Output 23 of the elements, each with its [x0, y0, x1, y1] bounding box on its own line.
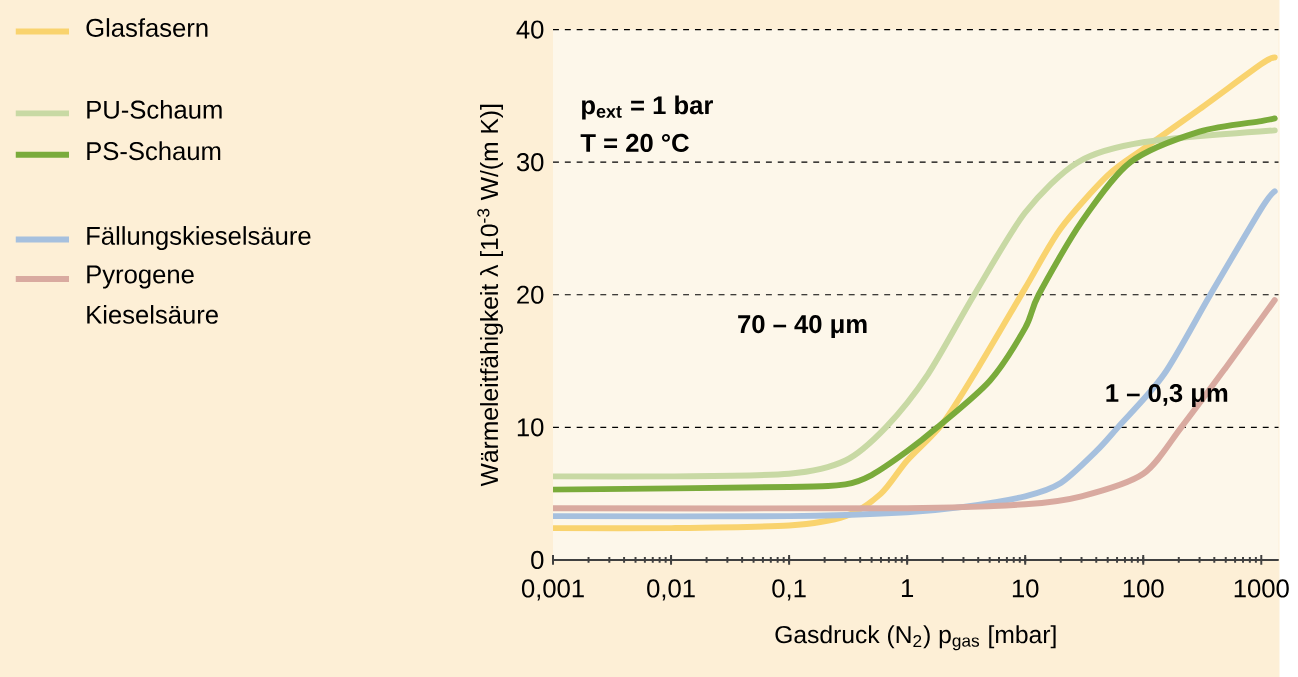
legend-label: Glasfasern: [86, 18, 208, 37]
x-axis-title: Gasdruck (N$_{2}$) p$_{gas}$ [mbar]: [775, 625, 1056, 651]
y-tick-label: 20: [517, 285, 544, 304]
y-tick-label: 30: [516, 152, 544, 172]
legend-label: Fällungskieselsäure: [87, 226, 311, 250]
y-tick-label: 10: [517, 418, 544, 437]
x-tick-label: 1: [901, 579, 914, 597]
legend-label: Pyrogene Kieselsäure: [87, 265, 218, 324]
x-tick-label: 0,01: [647, 579, 695, 601]
legend-label: PU-Schaum: [87, 99, 222, 119]
y-axis-title: Wärmeleitfähigkeit λ [10$^{-3}$ W/(m K)]: [477, 104, 503, 487]
annotation: T = 20 °C: [580, 133, 689, 152]
y-tick-label: 40: [516, 20, 544, 39]
x-tick-label: 0,001: [521, 579, 584, 601]
x-tick-label: 0,1: [772, 579, 806, 601]
x-tick-label: 10: [1012, 579, 1039, 598]
legend-label: PS-Schaum: [87, 141, 221, 161]
y-tick-label: 0: [531, 550, 544, 569]
annotation: p$_{ext}$ = 1 bar: [582, 95, 713, 120]
x-tick-label: 100: [1123, 579, 1164, 598]
x-tick-label: 1000: [1234, 579, 1289, 598]
annotation: 70 – 40 μm: [738, 314, 867, 338]
annotation: 1 – 0,3 μm: [1106, 383, 1228, 407]
